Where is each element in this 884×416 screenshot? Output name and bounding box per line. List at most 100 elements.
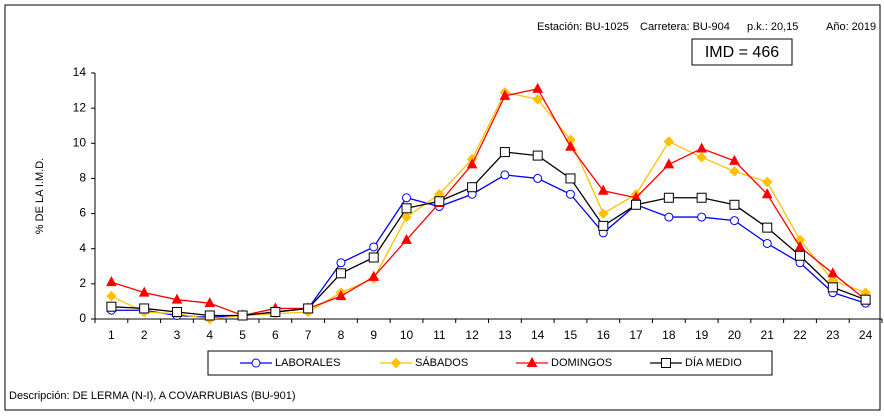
- point: [696, 142, 707, 153]
- point: [251, 358, 261, 368]
- point: [565, 140, 576, 151]
- point: [532, 82, 544, 93]
- point: [335, 268, 346, 279]
- point: [434, 196, 445, 207]
- point: [533, 173, 543, 183]
- point: [336, 258, 346, 268]
- imd-label: IMD = 466: [705, 44, 779, 61]
- point: [762, 222, 773, 233]
- x-tick-label: 18: [662, 328, 676, 342]
- x-tick-label: 12: [465, 328, 479, 342]
- point: [204, 310, 215, 321]
- point: [565, 173, 576, 184]
- x-tick-label: 7: [305, 328, 312, 342]
- point: [138, 286, 150, 297]
- x-tick-label: 19: [695, 328, 709, 342]
- x-tick-label: 17: [629, 328, 643, 342]
- point: [390, 357, 402, 369]
- point: [500, 170, 510, 180]
- y-tick-label: 12: [73, 100, 87, 114]
- point: [171, 293, 183, 304]
- x-tick-label: 16: [597, 328, 611, 342]
- legend-label: DÍA MEDIO: [685, 356, 742, 369]
- x-tick-label: 22: [793, 328, 807, 342]
- point: [631, 199, 642, 210]
- y-tick-label: 0: [79, 311, 86, 325]
- point: [532, 94, 543, 105]
- x-tick-label: 2: [141, 328, 148, 342]
- year: Año: 2019: [826, 21, 876, 33]
- point: [369, 242, 379, 252]
- x-tick-label: 8: [338, 328, 345, 342]
- x-tick-label: 21: [761, 328, 775, 342]
- point: [729, 199, 740, 210]
- point: [794, 240, 806, 251]
- point: [466, 158, 478, 169]
- legend-label: DOMINGOS: [551, 357, 612, 369]
- x-tick-label: 11: [433, 328, 446, 342]
- x-tick-label: 4: [206, 328, 213, 342]
- point: [401, 211, 412, 223]
- point: [106, 301, 117, 312]
- pk: p.k.: 20,15: [747, 21, 798, 33]
- point: [696, 152, 707, 163]
- point: [368, 270, 380, 281]
- y-tick-label: 14: [73, 65, 87, 79]
- point: [696, 192, 707, 203]
- x-tick-label: 9: [370, 328, 377, 342]
- point: [860, 294, 871, 305]
- point: [729, 154, 740, 165]
- imd-box: [691, 38, 793, 66]
- x-tick-label: 5: [239, 328, 246, 342]
- point: [303, 303, 314, 314]
- point: [335, 290, 347, 301]
- point: [106, 290, 117, 302]
- point: [204, 297, 216, 308]
- point: [827, 282, 838, 293]
- x-tick-label: 10: [400, 328, 414, 342]
- series-line: [111, 88, 867, 317]
- y-tick-label: 10: [73, 135, 87, 149]
- point: [402, 193, 412, 203]
- point: [762, 176, 773, 188]
- point: [270, 306, 281, 317]
- y-tick-label: 4: [79, 241, 86, 255]
- point: [171, 306, 182, 317]
- y-tick-label: 6: [79, 206, 86, 220]
- x-tick-label: 23: [826, 328, 840, 342]
- legend-label: LABORALES: [275, 357, 340, 369]
- point: [106, 276, 117, 287]
- description: Descripción: DE LERMA (N-I), A COVARRUBI…: [9, 390, 295, 402]
- x-tick-label: 20: [728, 328, 742, 342]
- x-tick-label: 14: [531, 328, 545, 342]
- x-tick-label: 6: [272, 328, 279, 342]
- point: [401, 233, 412, 244]
- point: [526, 356, 538, 367]
- point: [827, 267, 839, 278]
- y-axis-label: % DE LA I.M.D.: [34, 158, 46, 234]
- point: [598, 220, 609, 231]
- point: [663, 136, 675, 147]
- y-tick-label: 2: [79, 276, 86, 290]
- point: [499, 147, 510, 158]
- point: [139, 303, 150, 314]
- point: [661, 358, 671, 368]
- point: [499, 89, 511, 100]
- y-tick-label: 8: [79, 171, 86, 185]
- point: [467, 182, 478, 193]
- point: [664, 212, 674, 222]
- x-tick-label: 15: [564, 328, 578, 342]
- point: [532, 150, 543, 161]
- x-tick-label: 1: [108, 328, 115, 342]
- series-line: [111, 151, 866, 317]
- point: [597, 184, 609, 195]
- point: [663, 158, 675, 169]
- road: Carretera: BU-904: [640, 21, 730, 33]
- point: [795, 250, 806, 261]
- x-tick-label: 13: [498, 328, 512, 342]
- x-tick-label: 24: [859, 328, 873, 342]
- point: [237, 310, 248, 321]
- legend-label: SÁBADOS: [415, 356, 468, 369]
- x-tick-label: 3: [174, 328, 181, 342]
